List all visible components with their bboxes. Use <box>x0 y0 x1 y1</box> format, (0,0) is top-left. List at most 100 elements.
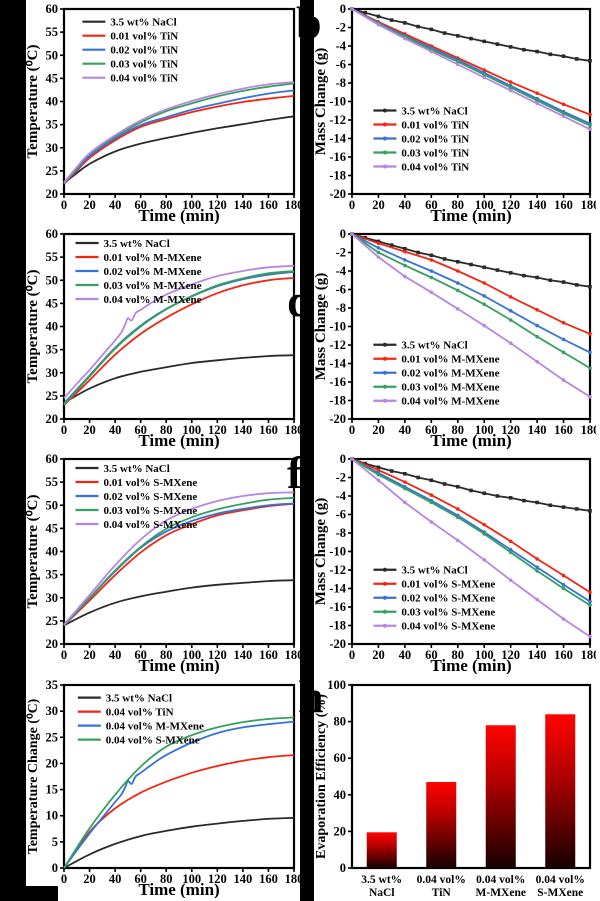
svg-text:-10: -10 <box>329 320 346 334</box>
svg-text:20: 20 <box>46 637 59 651</box>
svg-text:160: 160 <box>554 648 573 662</box>
svg-text:-16: -16 <box>329 375 346 389</box>
chart-mass-change-m-mxene: -20 -18 -16 -14 -12 -10 -8 -6 -4 -2 0 Mass Change (… <box>313 227 599 450</box>
svg-text:0.01 vol% TiN: 0.01 vol% TiN <box>110 31 178 43</box>
svg-text:-18: -18 <box>329 394 346 408</box>
svg-text:0.03 vol% TiN: 0.03 vol% TiN <box>110 59 178 71</box>
svg-text:60: 60 <box>334 751 347 765</box>
svg-text:-16: -16 <box>329 600 346 614</box>
svg-text:80: 80 <box>160 198 173 212</box>
svg-text:30: 30 <box>46 704 59 718</box>
svg-text:Time (min): Time (min) <box>430 656 511 674</box>
svg-text:30: 30 <box>46 591 59 605</box>
svg-text:100: 100 <box>475 423 494 437</box>
svg-text:Time (min): Time (min) <box>430 431 511 449</box>
svg-text:Evaporation Efficiency (%): Evaporation Efficiency (%) <box>314 694 329 859</box>
svg-text:-14: -14 <box>329 582 346 596</box>
svg-text:-10: -10 <box>329 95 346 109</box>
svg-text:5: 5 <box>52 835 58 849</box>
svg-text:0.02 vol% M-MXene: 0.02 vol% M-MXene <box>401 368 499 380</box>
svg-text:55: 55 <box>46 250 59 264</box>
svg-text:-12: -12 <box>329 338 346 352</box>
svg-text:40: 40 <box>109 423 122 437</box>
svg-text:25: 25 <box>46 164 59 178</box>
svg-text:Time (min): Time (min) <box>138 206 219 224</box>
svg-text:0: 0 <box>340 2 346 16</box>
chart-temperature-s-mxene: 20 25 30 35 40 45 50 55 60 Temperature (⁰C) 0 20 40 6… <box>25 452 303 675</box>
svg-text:0: 0 <box>349 648 355 662</box>
svg-text:0: 0 <box>349 423 355 437</box>
svg-text:20: 20 <box>46 412 59 426</box>
svg-text:-8: -8 <box>336 301 346 315</box>
svg-text:180: 180 <box>285 198 300 212</box>
svg-text:0.01 vol% S-MXene: 0.01 vol% S-MXene <box>104 477 198 489</box>
svg-text:Mass Change (g): Mass Change (g) <box>314 273 329 381</box>
svg-text:0.02 vol% S-MXene: 0.02 vol% S-MXene <box>401 593 495 605</box>
svg-text:0.01 vol% M-MXene: 0.01 vol% M-MXene <box>104 252 202 264</box>
svg-text:-20: -20 <box>329 412 346 426</box>
svg-text:35: 35 <box>46 118 59 132</box>
svg-text:20: 20 <box>83 648 96 662</box>
svg-text:0.03 vol% S-MXene: 0.03 vol% S-MXene <box>401 607 495 619</box>
svg-text:20: 20 <box>46 756 59 770</box>
svg-text:180: 180 <box>285 423 300 437</box>
panel-letter-f: f <box>287 447 303 498</box>
svg-text:0: 0 <box>340 861 346 875</box>
svg-text:0: 0 <box>349 198 355 212</box>
svg-text:-20: -20 <box>329 187 346 201</box>
svg-text:20: 20 <box>83 423 96 437</box>
svg-text:45: 45 <box>46 296 59 310</box>
svg-text:20: 20 <box>372 648 385 662</box>
svg-text:-12: -12 <box>329 113 346 127</box>
svg-text:180: 180 <box>581 648 596 662</box>
chart-mass-change-tin: -20 -18 -16 -14 -12 -10 -8 -6 -4 -2 0 Mass Change (… <box>313 2 599 225</box>
svg-text:80: 80 <box>160 648 173 662</box>
svg-text:0.04 vol% S-MXene: 0.04 vol% S-MXene <box>104 519 198 531</box>
svg-text:0.04 vol% M-MXene: 0.04 vol% M-MXene <box>104 294 202 306</box>
svg-text:55: 55 <box>46 475 59 489</box>
svg-text:0: 0 <box>61 648 67 662</box>
svg-text:35: 35 <box>46 678 59 692</box>
svg-text:3.5 wt% NaCl: 3.5 wt% NaCl <box>401 340 467 352</box>
svg-text:3.5 wt% NaCl: 3.5 wt% NaCl <box>110 17 176 29</box>
svg-text:140: 140 <box>528 198 547 212</box>
svg-text:60: 60 <box>134 423 147 437</box>
svg-text:180: 180 <box>285 872 300 886</box>
svg-text:0.01 vol% S-MXene: 0.01 vol% S-MXene <box>401 579 495 591</box>
svg-text:Time (min): Time (min) <box>430 206 511 224</box>
svg-text:100: 100 <box>475 648 494 662</box>
svg-text:20: 20 <box>372 198 385 212</box>
svg-text:50: 50 <box>46 48 59 62</box>
svg-text:180: 180 <box>285 648 300 662</box>
chart-temperature-m-mxene: 20 25 30 35 40 45 50 55 60 Temperature (⁰C) 0 20 40 6… <box>25 227 303 450</box>
svg-text:0.04 vol%TiN: 0.04 vol% TiN <box>417 874 466 898</box>
svg-text:100: 100 <box>475 198 494 212</box>
svg-text:140: 140 <box>234 198 253 212</box>
svg-text:0.02 vol% TiN: 0.02 vol% TiN <box>110 45 178 57</box>
svg-text:60: 60 <box>425 648 438 662</box>
svg-text:-14: -14 <box>329 132 346 146</box>
svg-text:140: 140 <box>528 423 547 437</box>
svg-text:0: 0 <box>61 198 67 212</box>
svg-text:55: 55 <box>46 25 59 39</box>
svg-text:30: 30 <box>46 141 59 155</box>
left-black-margin <box>0 0 26 901</box>
svg-text:25: 25 <box>46 614 59 628</box>
svg-text:0.01 vol% M-MXene: 0.01 vol% M-MXene <box>401 354 499 366</box>
svg-text:20: 20 <box>334 824 347 838</box>
svg-text:40: 40 <box>334 788 347 802</box>
svg-text:35: 35 <box>46 343 59 357</box>
svg-text:100: 100 <box>327 678 346 692</box>
svg-text:30: 30 <box>46 366 59 380</box>
column-divider <box>300 0 314 901</box>
svg-text:120: 120 <box>208 423 227 437</box>
svg-text:0.04 vol%S-MXene: 0.04 vol% S-MXene <box>536 874 585 898</box>
svg-text:-18: -18 <box>329 169 346 183</box>
svg-text:35: 35 <box>46 568 59 582</box>
svg-text:-2: -2 <box>336 471 346 485</box>
svg-text:20: 20 <box>83 198 96 212</box>
svg-text:25: 25 <box>46 389 59 403</box>
svg-text:45: 45 <box>46 521 59 535</box>
svg-text:40: 40 <box>399 648 412 662</box>
